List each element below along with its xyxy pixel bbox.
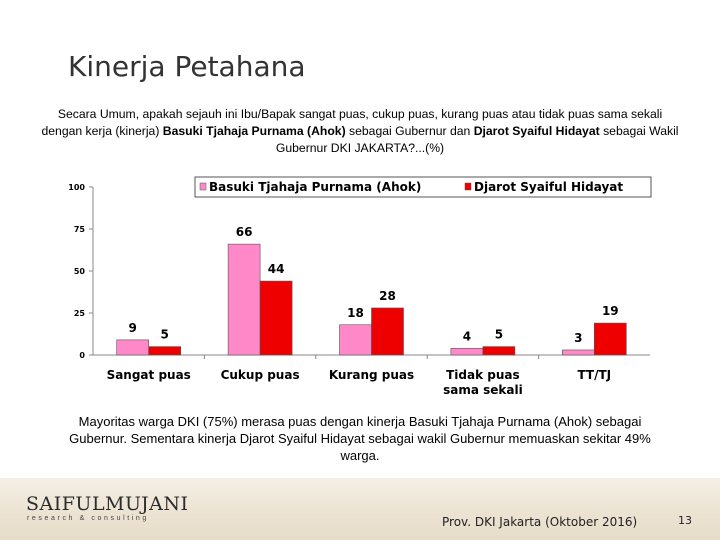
bar-ahok [116,339,149,356]
y-tick-label: 25 [74,309,86,318]
slide-title: Kinerja Petahana [68,50,306,83]
footer-band [0,478,720,540]
legend-label: Basuki Tjahaja Purnama (Ahok) [209,180,421,194]
category-label: Sangat puas [107,368,191,382]
company-logo: SAIFULMUJANI research & consulting [26,494,188,522]
conclusion-text: Mayoritas warga DKI (75%) merasa puas de… [69,414,651,463]
bar-djarot [371,307,404,356]
logo-tagline: research & consulting [27,515,149,522]
survey-question: Secara Umum, apakah sejauh ini Ibu/Bapak… [40,106,680,157]
bar-djarot [259,280,293,356]
legend-swatch [199,182,207,191]
bar-ahok [561,349,595,356]
data-label: 28 [379,289,396,303]
bar-ahok [450,347,484,356]
category-label: Kurang puas [329,368,414,382]
category-label: Cukup puas [221,368,300,382]
data-label: 5 [495,328,503,342]
data-label: 18 [347,306,364,320]
data-label: 5 [161,328,169,342]
question-text-1: Secara Umum, apakah sejauh ini Ibu/Bapak… [41,107,663,138]
y-tick-label: 75 [74,225,86,234]
data-label: 9 [129,321,137,335]
page-number: 13 [678,514,692,527]
category-label: Tidak puas [446,368,520,382]
data-label: 3 [574,331,582,345]
data-label: 4 [463,329,471,343]
legend-label: Djarot Syaiful Hidayat [474,180,623,194]
question-ahok: Basuki Tjahaja Purnama (Ahok) [162,124,346,138]
legend-swatch [464,182,472,191]
question-text-3: sebagai Wakil Gubernur DKI JAKARTA?...(%… [275,124,679,155]
y-tick-label: 50 [74,267,86,276]
bar-djarot [482,346,516,356]
data-label: 66 [236,225,253,239]
source-note: Prov. DKI Jakarta (Oktober 2016) [442,515,638,529]
bar-ahok [339,324,372,356]
bar-chart: 0 25 50 75 100 9 5 Sangat puas 66 44 Cukup puas 18 2… [68,176,652,397]
bar-ahok [227,243,261,356]
y-tick-label: 100 [68,183,85,192]
category-label: sama sekali [443,383,523,397]
bar-djarot [148,346,181,356]
logo-name: SAIFULMUJANI [26,493,189,515]
data-label: 44 [268,262,285,276]
question-djarot: Djarot Syaiful Hidayat [473,124,600,138]
question-text-2: sebagai Gubernur dan [345,124,474,138]
legend-box [194,176,652,198]
data-label: 19 [602,304,619,318]
bar-djarot [593,322,627,356]
y-tick-label: 0 [79,351,85,360]
category-label: TT/TJ [577,368,611,382]
